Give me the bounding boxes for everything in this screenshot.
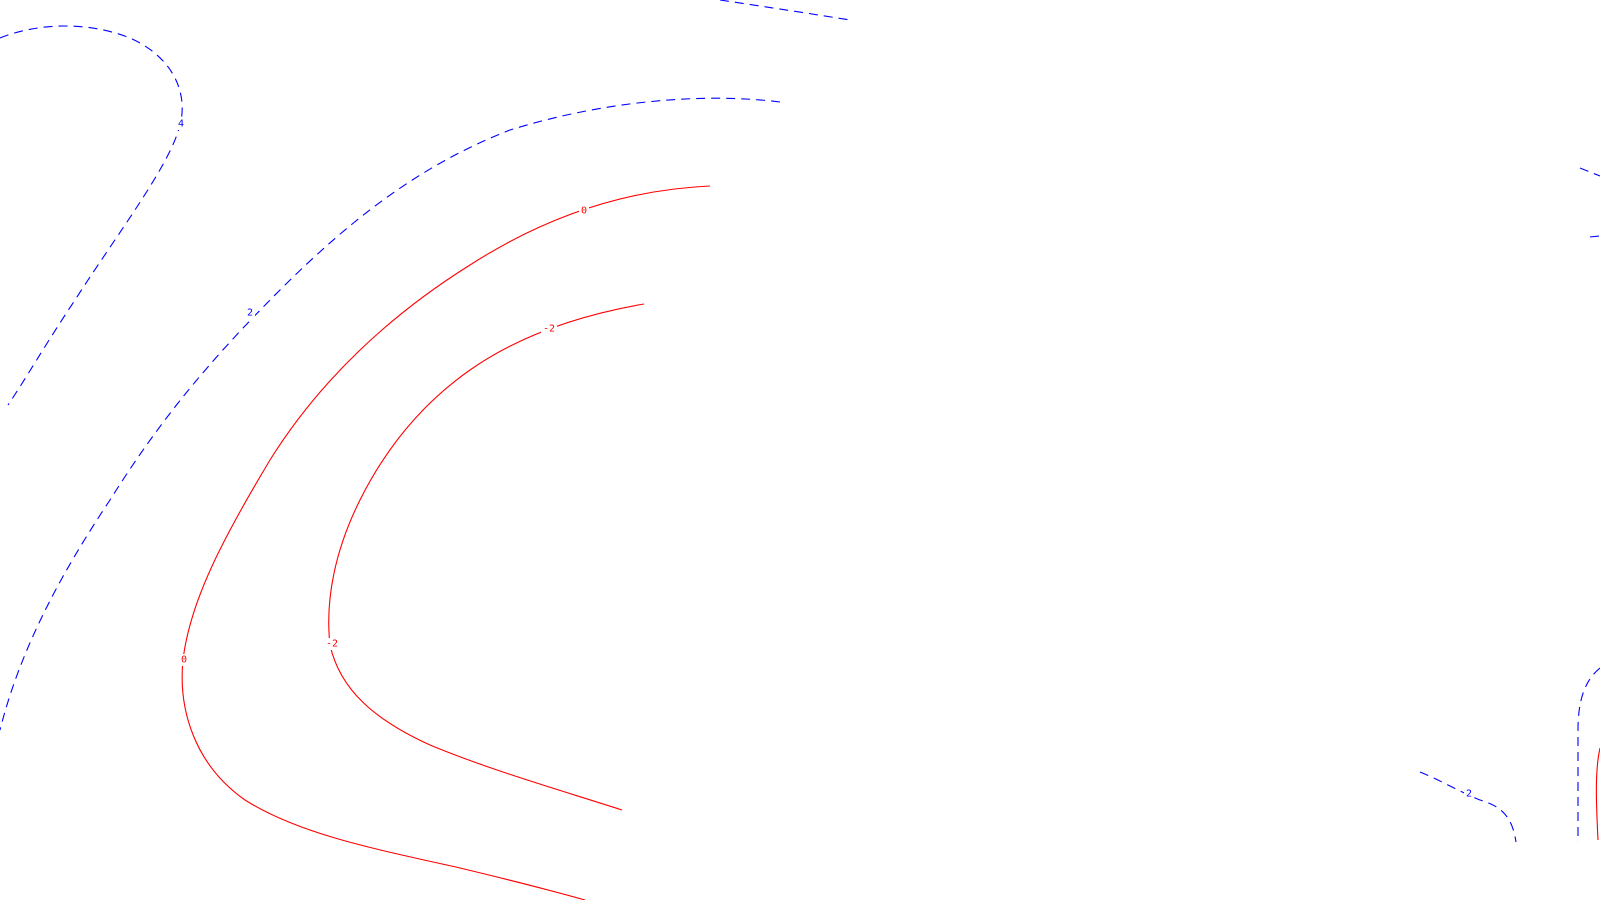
contour-label-minus-2-left: -2: [324, 638, 340, 650]
svg-text:0: 0: [581, 206, 587, 217]
contour-line-right-edge-lower: [1577, 667, 1600, 842]
svg-text:-2: -2: [326, 639, 338, 650]
contour-line-positive-2-arc: [0, 97, 781, 731]
svg-text:-2: -2: [543, 324, 555, 335]
svg-text:2: 2: [247, 308, 253, 319]
contour-label-0-top: 0: [579, 205, 589, 217]
contour-line-positive-2-lower-right: [1419, 771, 1517, 843]
contour-line-top-segment: [719, 0, 851, 21]
contour-label-2-lower-right: 2: [1464, 788, 1474, 800]
contour-line-right-edge-red: [1595, 747, 1600, 841]
contour-line-right-edge-upper: [1579, 167, 1600, 177]
svg-text:0: 0: [181, 655, 187, 666]
contour-line-positive-4: [0, 25, 183, 406]
svg-text:2: 2: [1466, 789, 1472, 800]
contour-label-4: 4: [176, 118, 186, 130]
contour-line-zero: [181, 185, 711, 900]
svg-text:4: 4: [178, 119, 184, 130]
contour-label-2-arc: 2: [245, 307, 255, 319]
contour-label-0-left: 0: [179, 654, 189, 666]
contour-line-minus-2: [328, 303, 645, 811]
contour-line-right-edge-middle: [1589, 235, 1600, 238]
contour-label-minus-2-top: -2: [541, 323, 557, 335]
